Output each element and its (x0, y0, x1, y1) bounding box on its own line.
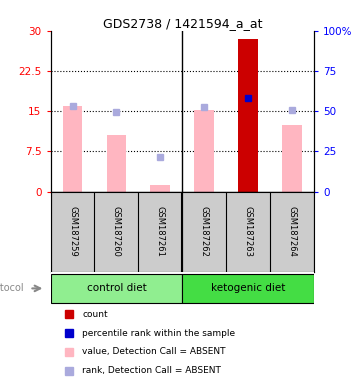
Bar (194, 109, 214, 192)
Text: count: count (82, 310, 108, 319)
Text: GSM187262: GSM187262 (200, 206, 209, 257)
Text: GSM187264: GSM187264 (288, 206, 297, 257)
Bar (238, 39, 258, 192)
Bar (151, 185, 170, 192)
Text: GSM187261: GSM187261 (156, 206, 165, 257)
FancyBboxPatch shape (51, 274, 182, 303)
Text: protocol: protocol (0, 283, 24, 293)
FancyBboxPatch shape (182, 274, 314, 303)
Text: GSM187263: GSM187263 (244, 206, 253, 257)
Bar (106, 135, 126, 192)
Title: GDS2738 / 1421594_a_at: GDS2738 / 1421594_a_at (103, 17, 262, 30)
Text: ketogenic diet: ketogenic diet (211, 283, 286, 293)
Text: control diet: control diet (87, 283, 146, 293)
Text: percentile rank within the sample: percentile rank within the sample (82, 329, 235, 338)
Text: GSM187259: GSM187259 (68, 207, 77, 257)
Text: value, Detection Call = ABSENT: value, Detection Call = ABSENT (82, 348, 226, 356)
Bar (62, 106, 82, 192)
Text: GSM187260: GSM187260 (112, 206, 121, 257)
Bar (282, 124, 302, 192)
Text: rank, Detection Call = ABSENT: rank, Detection Call = ABSENT (82, 366, 221, 375)
